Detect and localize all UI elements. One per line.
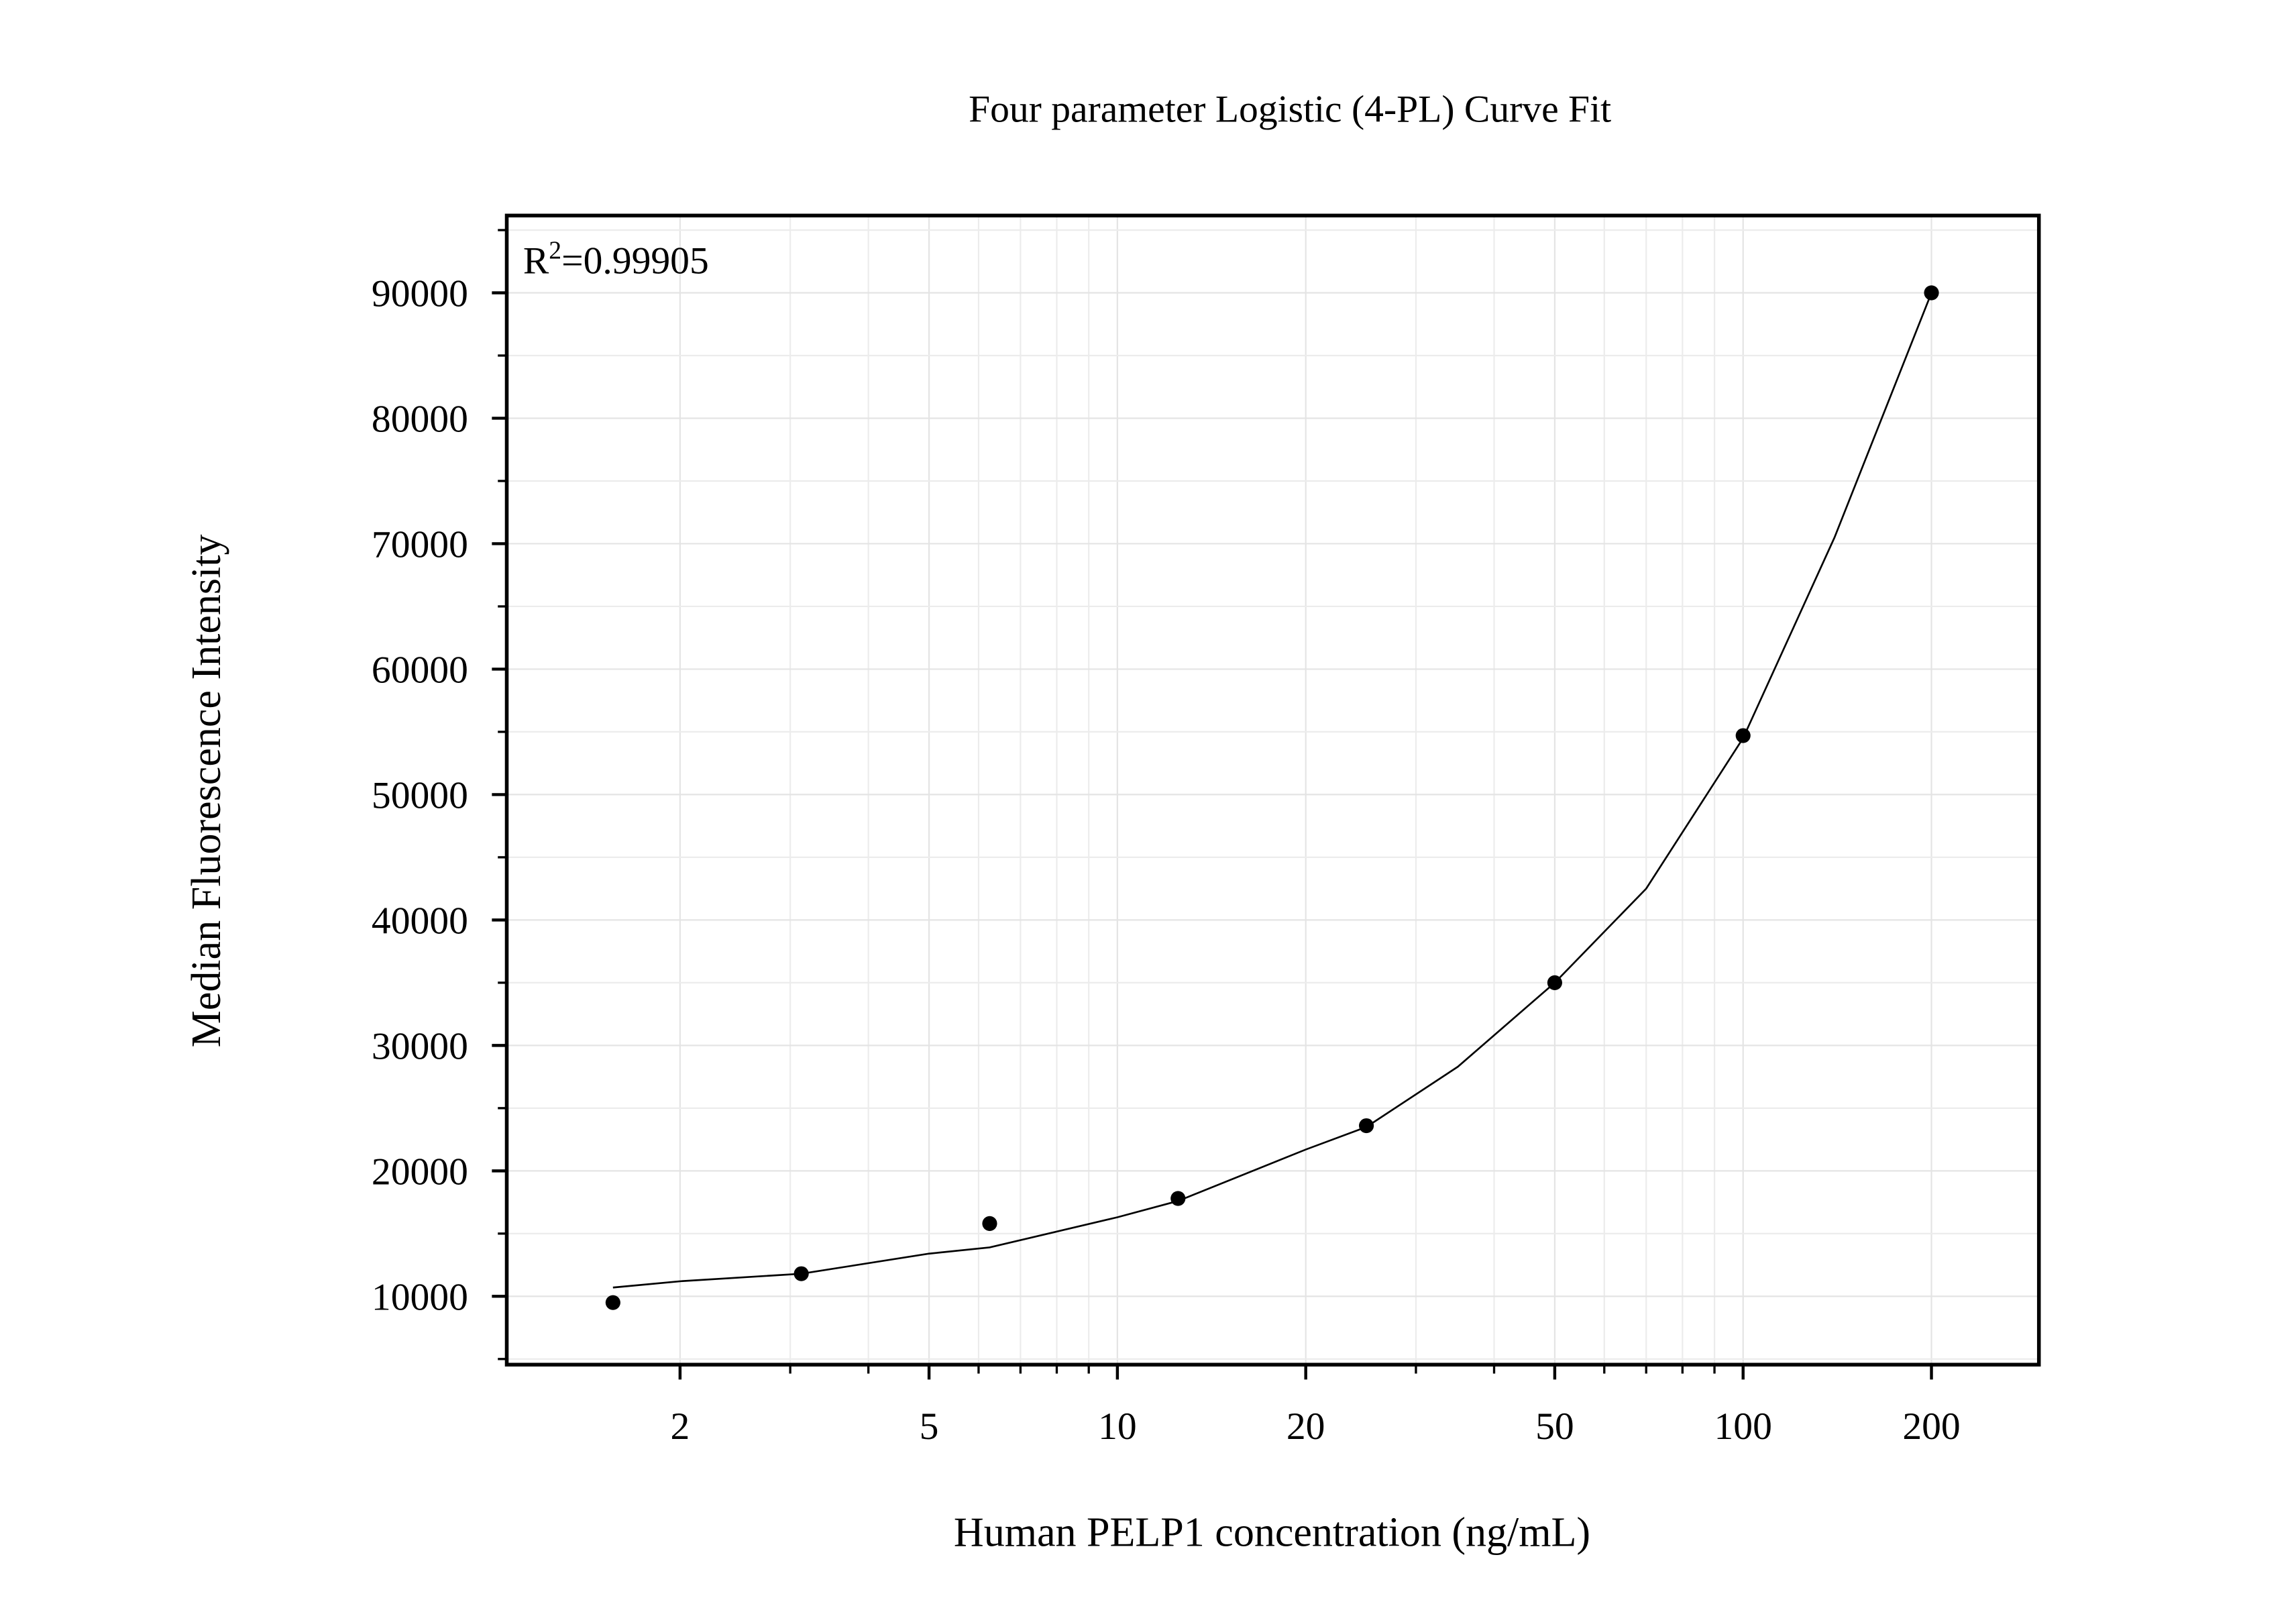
x-tick-label: 200 xyxy=(1902,1405,1960,1448)
x-axis-label: Human PELP1 concentration (ng/mL) xyxy=(954,1510,1590,1556)
y-tick-label: 50000 xyxy=(372,774,468,816)
y-tick-label: 90000 xyxy=(372,272,468,315)
data-point xyxy=(1924,285,1939,301)
x-tick-label: 100 xyxy=(1714,1405,1772,1448)
y-tick-label: 20000 xyxy=(372,1151,468,1193)
x-tick-label: 20 xyxy=(1287,1405,1325,1448)
data-point xyxy=(794,1266,809,1281)
annotation: R2=0.99905 xyxy=(523,237,709,282)
grid xyxy=(506,215,2039,1365)
data-point xyxy=(1359,1118,1374,1134)
marks xyxy=(605,285,1939,1310)
y-axis-label: Median Fluorescence Intensity xyxy=(184,534,229,1047)
x-tick-label: 10 xyxy=(1098,1405,1137,1448)
y-tick-label: 60000 xyxy=(372,649,468,691)
annotation-base: R xyxy=(523,240,549,282)
axes: 2 5 10 20 50 100 200 10000 20000 30000 40000 50000 6… xyxy=(372,229,1961,1448)
y-tick-label: 80000 xyxy=(372,398,468,440)
data-point xyxy=(1547,975,1562,990)
annotation-sup: 2 xyxy=(549,237,561,265)
y-tick-label: 10000 xyxy=(372,1276,468,1318)
y-tick-label: 40000 xyxy=(372,900,468,942)
x-tick-label: 2 xyxy=(670,1405,690,1448)
data-point xyxy=(1170,1191,1186,1206)
y-tick-label: 70000 xyxy=(372,523,468,566)
data-point xyxy=(1735,728,1751,743)
data-point xyxy=(605,1295,620,1310)
y-tick-label: 30000 xyxy=(372,1025,468,1067)
chart-title: Four parameter Logistic (4-PL) Curve Fit xyxy=(969,89,1611,131)
data-point xyxy=(982,1216,997,1231)
annotation-text: =0.99905 xyxy=(561,240,709,282)
fit-curve xyxy=(612,292,1932,1289)
x-tick-label: 5 xyxy=(920,1405,939,1448)
x-tick-label: 50 xyxy=(1535,1405,1574,1448)
plot-frame xyxy=(504,213,2041,1367)
